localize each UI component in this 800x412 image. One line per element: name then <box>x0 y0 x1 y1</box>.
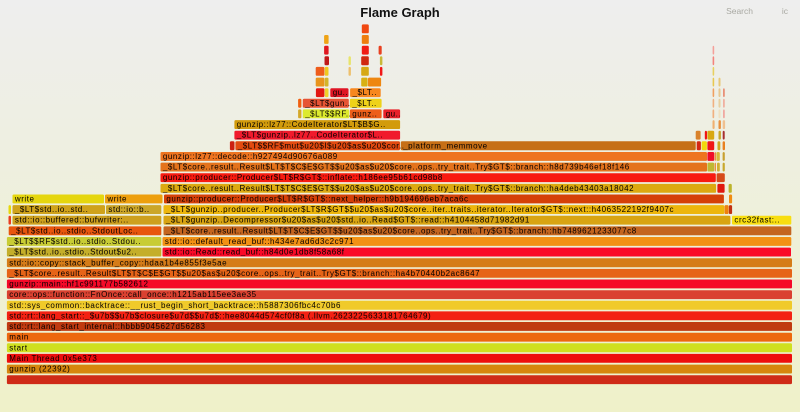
svg-text:_$LT$$RF$mut$u20$I$u20$as$u20$: _$LT$$RF$mut$u20$I$u20$as$u20$cor.. <box>237 141 405 150</box>
svg-text:_$LT$gunzip..Decompressor$u20$: _$LT$gunzip..Decompressor$u20$as$u20$std… <box>165 216 530 225</box>
svg-text:gunzip (22392): gunzip (22392) <box>9 365 70 374</box>
svg-text:_$LT..: _$LT.. <box>352 88 378 97</box>
svg-text:_$LT..: _$LT.. <box>351 99 377 108</box>
svg-text:std::io::copy::stack_buffer_co: std::io::copy::stack_buffer_copy::hdaa1b… <box>9 258 227 267</box>
svg-text:write: write <box>106 195 127 204</box>
svg-text:gu..: gu.. <box>333 88 349 97</box>
svg-text:Flame Graph: Flame Graph <box>360 5 440 20</box>
svg-text:std::io::default_read_buf::h43: std::io::default_read_buf::h434e7ad6d3c2… <box>165 237 354 246</box>
svg-text:_$LT$gunzip..lz77..CodeIterato: _$LT$gunzip..lz77..CodeIterator$L.. <box>236 131 383 140</box>
svg-text:_$LT$std..io..stdio..Stdout$u2: _$LT$std..io..stdio..Stdout$u2.. <box>8 248 137 257</box>
svg-text:gunzip::main::hf1c991177b58261: gunzip::main::hf1c991177b582612 <box>9 280 148 289</box>
svg-text:main: main <box>9 333 29 342</box>
svg-text:Search: Search <box>726 6 753 16</box>
svg-text:crc32fast:..: crc32fast:.. <box>734 216 780 225</box>
svg-text:write: write <box>14 195 35 204</box>
svg-text:_$LT$core..result..Result$LT$T: _$LT$core..result..Result$LT$T$C$E$GT$$u… <box>165 226 637 235</box>
svg-text:gunzip::lz77::decode::h927494d: gunzip::lz77::decode::h927494d90676a089 <box>163 152 338 161</box>
svg-text:gunzip::producer::Producer$LT$: gunzip::producer::Producer$LT$R$GT$::nex… <box>166 195 468 204</box>
svg-text:_platform_memmove: _platform_memmove <box>402 141 488 150</box>
svg-text:std::sys_common::backtrace::__: std::sys_common::backtrace::__rust_begin… <box>9 301 341 310</box>
svg-text:_$LT$std..io..stdio..StdoutLoc: _$LT$std..io..stdio..StdoutLoc.. <box>10 226 138 235</box>
svg-text:_$LT$$RF$std..io..stdio..Stdou: _$LT$$RF$std..io..stdio..Stdou.. <box>8 237 141 246</box>
svg-text:_$LT$gun..: _$LT$gun.. <box>304 99 350 108</box>
svg-text:std::io::b..: std::io::b.. <box>108 205 149 214</box>
svg-text:gunz..: gunz.. <box>352 109 377 118</box>
svg-text:_$LT$core..result..Result$LT$T: _$LT$core..result..Result$LT$T$C$E$GT$$u… <box>8 269 480 278</box>
svg-text:std::rt::lang_start::_$u7b$$u7: std::rt::lang_start::_$u7b$$u7b$closure$… <box>9 311 431 320</box>
svg-text:std::rt::lang_start_internal::: std::rt::lang_start_internal::hbbb904562… <box>9 322 205 331</box>
svg-text:_$LT$std..io..std..: _$LT$std..io..std.. <box>14 205 88 214</box>
svg-text:std::io::Read::read_buf::h84d0: std::io::Read::read_buf::h84d0e1db8f58a6… <box>165 248 345 257</box>
svg-text:start: start <box>9 343 28 352</box>
svg-text:Main Thread 0x5e373: Main Thread 0x5e373 <box>9 354 97 363</box>
svg-text:gu..: gu.. <box>386 109 402 118</box>
svg-text:_$LT$core..result..Result$LT$T: _$LT$core..result..Result$LT$T$C$E$GT$$u… <box>162 184 634 193</box>
svg-text:core::ops::function::FnOnce::c: core::ops::function::FnOnce::call_once::… <box>9 290 256 299</box>
svg-text:gunzip::lz77::CodeIterator$LT$: gunzip::lz77::CodeIterator$LT$B$G.. <box>237 120 386 129</box>
svg-text:gunzip::producer::Producer$LT$: gunzip::producer::Producer$LT$R$GT$::inf… <box>163 173 443 182</box>
svg-text:_$LT$core..result..Result$LT$T: _$LT$core..result..Result$LT$T$C$E$GT$$u… <box>162 163 630 172</box>
svg-text:std::io::buffered::bufwriter:.: std::io::buffered::bufwriter:.. <box>15 216 129 225</box>
svg-text:ic: ic <box>782 6 789 16</box>
svg-text:_$LT$$RF..: _$LT$$RF.. <box>304 109 351 118</box>
svg-text:_$LT$gunzip..producer..Produce: _$LT$gunzip..producer..Producer$LT$R$GT$… <box>165 205 674 214</box>
